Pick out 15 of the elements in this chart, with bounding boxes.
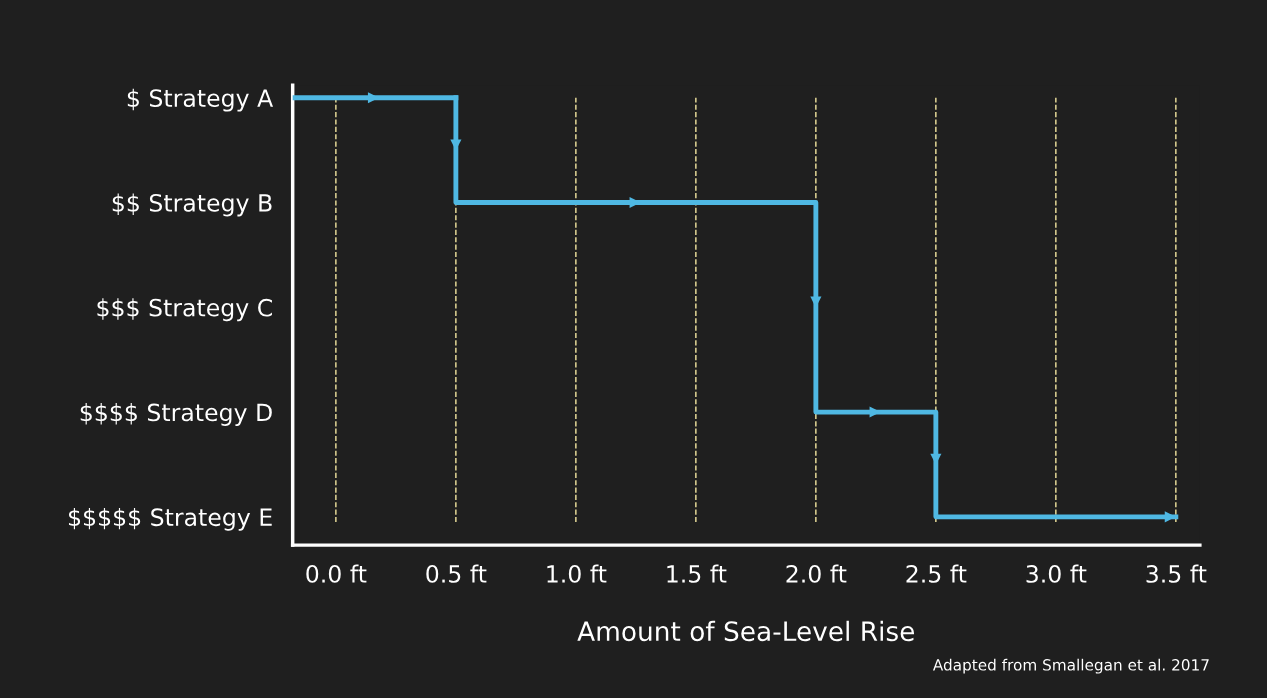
y-tick-label: $ Strategy A: [127, 88, 274, 112]
x-tick-label: 1.5 ft: [667, 564, 727, 583]
x-tick-label: 0.5 ft: [426, 564, 487, 583]
x-axis-title: Amount of Sea-Level Rise: [577, 620, 914, 642]
y-tick-label: $$ Strategy B: [112, 193, 272, 217]
x-tick-label: 0.0 ft: [306, 564, 367, 583]
y-tick-label: $$$$$ Strategy E: [68, 507, 272, 531]
x-tick-label: 3.5 ft: [1146, 564, 1207, 583]
x-tick-label: 1.0 ft: [547, 564, 607, 583]
x-tick-label: 2.5 ft: [906, 564, 967, 583]
text: Adapted from Smallegan et al. 2017: [932, 658, 1209, 674]
x-tick-label: 3.0 ft: [1026, 564, 1087, 583]
x-tick-label: 2.0 ft: [786, 564, 847, 583]
y-tick-label: $$$ Strategy C: [97, 298, 272, 322]
y-tick-label: $$$$ Strategy D: [80, 403, 272, 426]
